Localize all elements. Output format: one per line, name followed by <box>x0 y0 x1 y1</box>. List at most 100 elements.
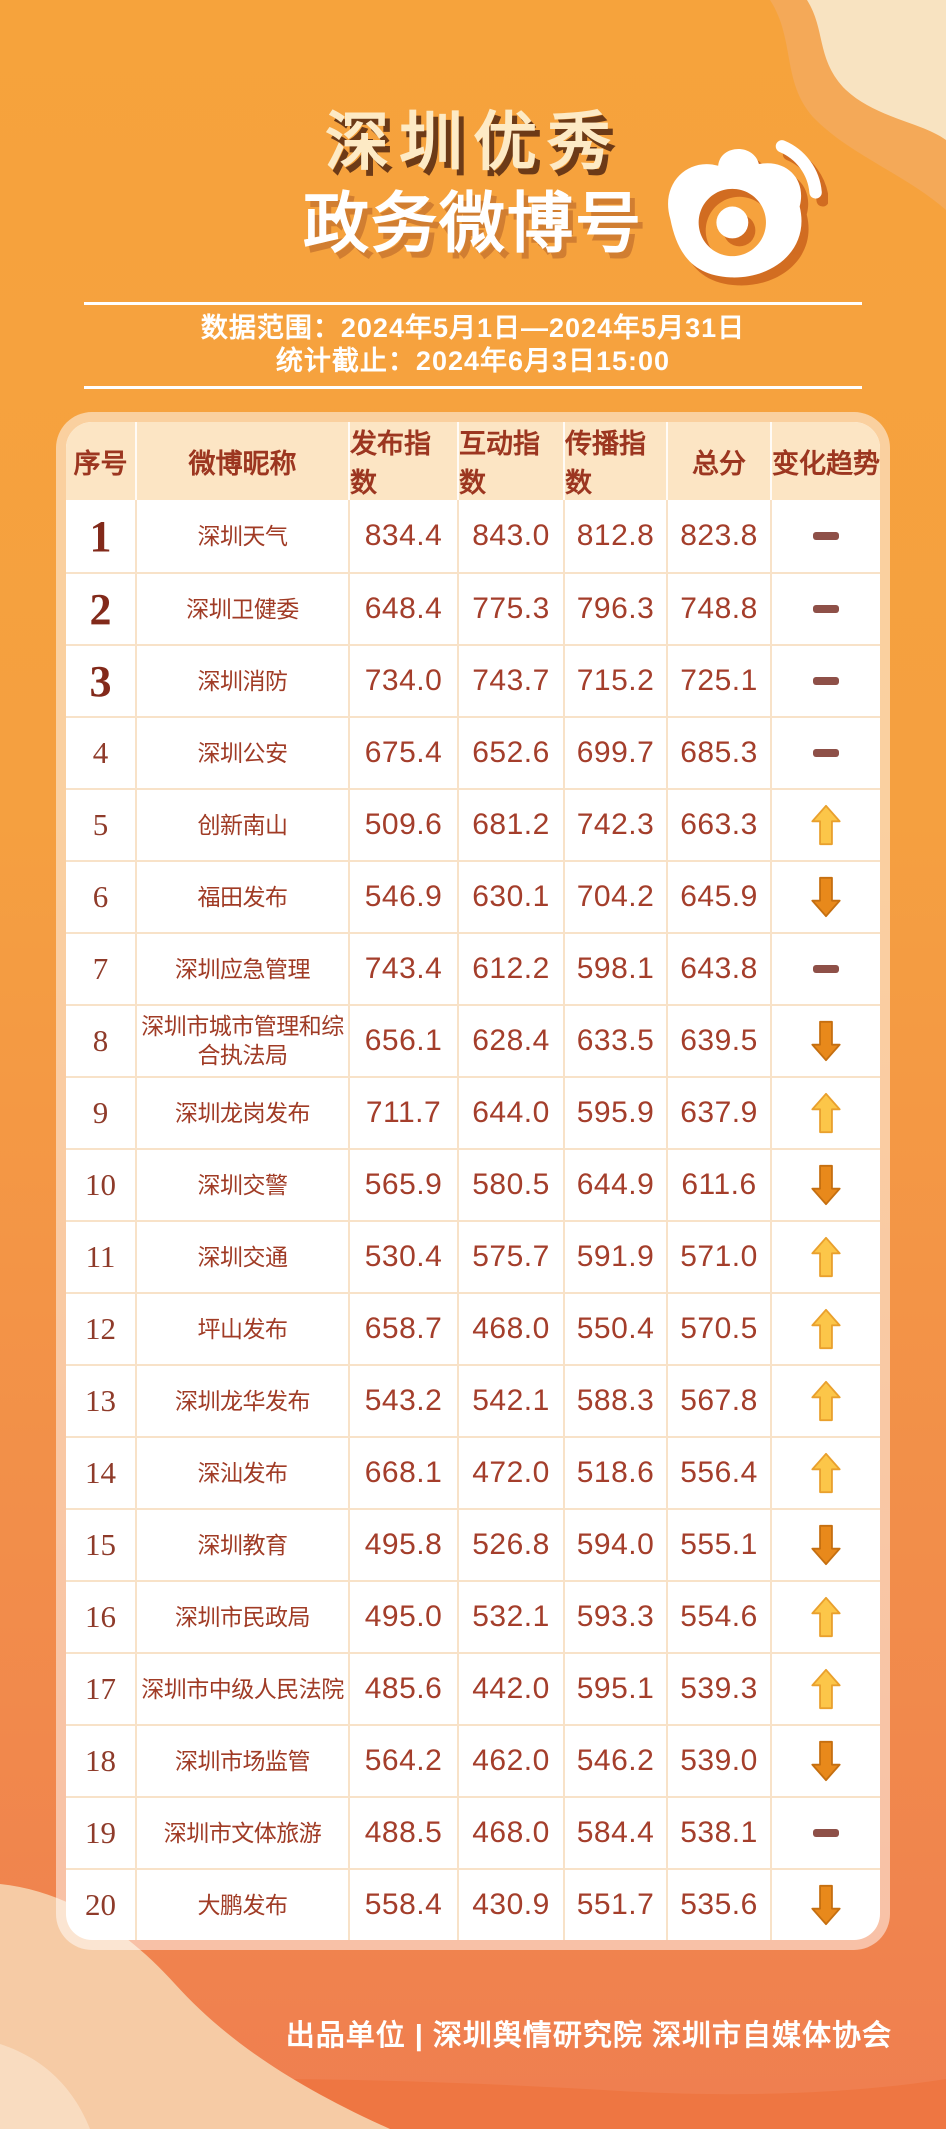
total-score-cell: 539.3 <box>668 1654 772 1724</box>
trend-cell <box>772 500 880 572</box>
trend-cell <box>772 862 880 932</box>
publish-index-cell: 565.9 <box>350 1150 459 1220</box>
spread-index-cell: 584.4 <box>565 1798 668 1868</box>
publish-index-cell: 675.4 <box>350 718 459 788</box>
name-cell: 深圳龙华发布 <box>137 1366 350 1436</box>
data-range-text: 数据范围：2024年5月1日—2024年5月31日 <box>200 313 746 343</box>
up-arrow-icon <box>811 1596 841 1638</box>
flat-dash-icon <box>813 965 839 973</box>
table-row: 16 深圳市民政局 495.0 532.1 593.3 554.6 <box>66 1580 880 1652</box>
spread-index-cell: 598.1 <box>565 934 668 1004</box>
table-row: 3 深圳消防 734.0 743.7 715.2 725.1 <box>66 644 880 716</box>
table-row: 7 深圳应急管理 743.4 612.2 598.1 643.8 <box>66 932 880 1004</box>
name-cell: 深圳市民政局 <box>137 1582 350 1652</box>
name-cell: 坪山发布 <box>137 1294 350 1364</box>
rank-cell: 13 <box>66 1366 137 1436</box>
total-score-cell: 539.0 <box>668 1726 772 1796</box>
table-row: 2 深圳卫健委 648.4 775.3 796.3 748.8 <box>66 572 880 644</box>
rank-cell: 11 <box>66 1222 137 1292</box>
trend-cell <box>772 1654 880 1724</box>
name-cell: 深圳消防 <box>137 646 350 716</box>
down-arrow-icon <box>811 1524 841 1566</box>
spread-index-cell: 591.9 <box>565 1222 668 1292</box>
trend-cell <box>772 1438 880 1508</box>
publish-index-cell: 648.4 <box>350 574 459 644</box>
publish-index-cell: 668.1 <box>350 1438 459 1508</box>
up-arrow-icon <box>811 1380 841 1422</box>
total-score-cell: 538.1 <box>668 1798 772 1868</box>
trend-cell <box>772 934 880 1004</box>
header-interact-index: 互动指数 <box>459 422 565 500</box>
trend-cell <box>772 1510 880 1580</box>
total-score-cell: 823.8 <box>668 500 772 572</box>
interact-index-cell: 843.0 <box>459 500 565 572</box>
interact-index-cell: 442.0 <box>459 1654 565 1724</box>
spread-index-cell: 595.9 <box>565 1078 668 1148</box>
name-cell: 创新南山 <box>137 790 350 860</box>
name-cell: 深圳公安 <box>137 718 350 788</box>
header-weibo-nickname: 微博昵称 <box>137 422 350 500</box>
trend-cell <box>772 1726 880 1796</box>
flat-dash-icon <box>813 532 839 540</box>
interact-index-cell: 542.1 <box>459 1366 565 1436</box>
trend-cell <box>772 1798 880 1868</box>
trend-cell <box>772 1150 880 1220</box>
interact-index-cell: 526.8 <box>459 1510 565 1580</box>
total-score-cell: 567.8 <box>668 1366 772 1436</box>
spread-index-cell: 812.8 <box>565 500 668 572</box>
name-cell: 深圳天气 <box>137 500 350 572</box>
up-arrow-icon <box>811 1452 841 1494</box>
spread-index-cell: 595.1 <box>565 1654 668 1724</box>
rank-cell: 7 <box>66 934 137 1004</box>
publish-index-cell: 734.0 <box>350 646 459 716</box>
interact-index-cell: 575.7 <box>459 1222 565 1292</box>
spread-index-cell: 796.3 <box>565 574 668 644</box>
up-arrow-icon <box>811 804 841 846</box>
table-body: 1 深圳天气 834.4 843.0 812.8 823.8 2 深圳卫健委 648.4 775.… <box>66 500 880 1940</box>
date-range-banner: 数据范围：2024年5月1日—2024年5月31日 统计截止：2024年6月3日… <box>84 302 862 389</box>
trend-cell <box>772 1294 880 1364</box>
total-score-cell: 639.5 <box>668 1006 772 1076</box>
interact-index-cell: 743.7 <box>459 646 565 716</box>
total-score-cell: 725.1 <box>668 646 772 716</box>
table-row: 13 深圳龙华发布 543.2 542.1 588.3 567.8 <box>66 1364 880 1436</box>
spread-index-cell: 550.4 <box>565 1294 668 1364</box>
table-row: 8 深圳市城市管理和综合执法局 656.1 628.4 633.5 639.5 <box>66 1004 880 1076</box>
interact-index-cell: 532.1 <box>459 1582 565 1652</box>
header-publish-index: 发布指数 <box>350 422 459 500</box>
title-line-2: 政务微博号 <box>303 186 643 260</box>
table-row: 1 深圳天气 834.4 843.0 812.8 823.8 <box>66 500 880 572</box>
total-score-cell: 611.6 <box>668 1150 772 1220</box>
weibo-logo-icon <box>668 140 828 286</box>
spread-index-cell: 644.9 <box>565 1150 668 1220</box>
table-row: 6 福田发布 546.9 630.1 704.2 645.9 <box>66 860 880 932</box>
interact-index-cell: 462.0 <box>459 1726 565 1796</box>
table-row: 11 深圳交通 530.4 575.7 591.9 571.0 <box>66 1220 880 1292</box>
header-trend: 变化趋势 <box>772 448 880 479</box>
rank-cell: 19 <box>66 1798 137 1868</box>
total-score-cell: 535.6 <box>668 1870 772 1940</box>
table-header-row: 序号 微博昵称 发布指数 互动指数 传播指数 总分 变化趋势 <box>66 422 880 500</box>
publish-index-cell: 530.4 <box>350 1222 459 1292</box>
table-row: 20 大鹏发布 558.4 430.9 551.7 535.6 <box>66 1868 880 1940</box>
rank-cell: 3 <box>66 646 137 716</box>
down-arrow-icon <box>811 1884 841 1926</box>
trend-cell <box>772 1582 880 1652</box>
publish-index-cell: 488.5 <box>350 1798 459 1868</box>
name-cell: 深圳交通 <box>137 1222 350 1292</box>
name-cell: 深汕发布 <box>137 1438 350 1508</box>
footer-credits: 出品单位 | 深圳舆情研究院 深圳市自媒体协会 <box>285 2020 892 2052</box>
spread-index-cell: 594.0 <box>565 1510 668 1580</box>
name-cell: 深圳市文体旅游 <box>137 1798 350 1868</box>
spread-index-cell: 633.5 <box>565 1006 668 1076</box>
table-row: 15 深圳教育 495.8 526.8 594.0 555.1 <box>66 1508 880 1580</box>
total-score-cell: 645.9 <box>668 862 772 932</box>
up-arrow-icon <box>811 1308 841 1350</box>
publish-index-cell: 485.6 <box>350 1654 459 1724</box>
interact-index-cell: 630.1 <box>459 862 565 932</box>
publish-index-cell: 495.8 <box>350 1510 459 1580</box>
publish-index-cell: 495.0 <box>350 1582 459 1652</box>
down-arrow-icon <box>811 876 841 918</box>
rank-cell: 10 <box>66 1150 137 1220</box>
interact-index-cell: 775.3 <box>459 574 565 644</box>
